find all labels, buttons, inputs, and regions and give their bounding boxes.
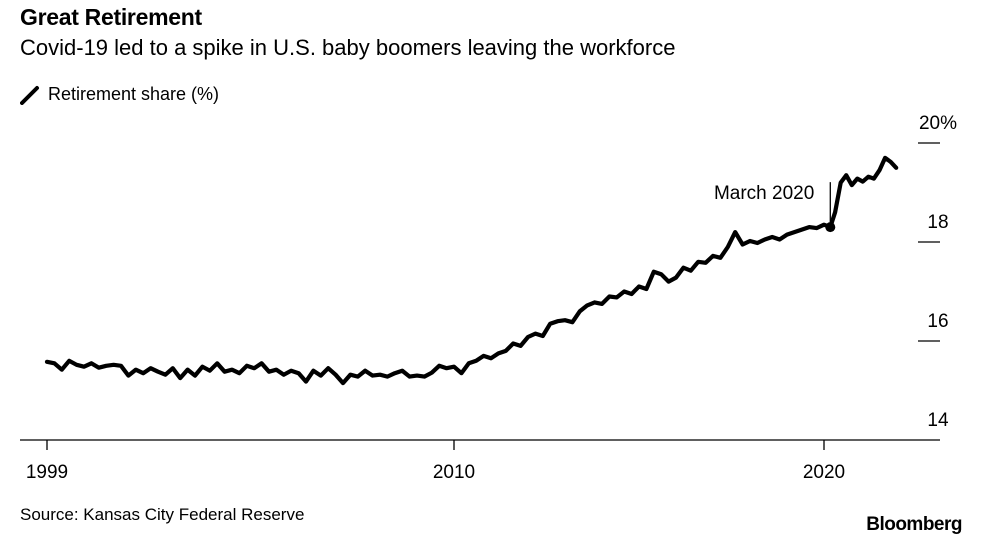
y-tick-label: 20% <box>919 113 957 134</box>
legend: Retirement share (%) <box>20 84 219 105</box>
march-2020-marker <box>825 222 836 233</box>
annotation-label: March 2020 <box>714 183 814 204</box>
y-axis: 20% 18 16 14 <box>918 113 957 431</box>
chart-title: Great Retirement <box>20 4 202 30</box>
legend-label: Retirement share (%) <box>48 84 220 104</box>
x-axis: 1999 2010 2020 <box>20 439 940 483</box>
y-tick-label: 18 <box>927 212 948 233</box>
annotations: March 2020 <box>714 182 831 228</box>
x-tick-label: 2020 <box>803 462 845 483</box>
y-tick-label: 14 <box>927 410 949 431</box>
bloomberg-logo: Bloomberg <box>866 514 962 535</box>
source-note: Source: Kansas City Federal Reserve <box>20 505 305 524</box>
series-line-retirement-share <box>44 155 899 386</box>
chart-subtitle: Covid-19 led to a spike in U.S. baby boo… <box>20 35 676 60</box>
y-tick-label: 16 <box>927 311 948 332</box>
x-tick-label: 1999 <box>26 462 68 483</box>
line-swatch-icon <box>20 85 39 105</box>
x-tick-label: 2010 <box>433 462 475 483</box>
